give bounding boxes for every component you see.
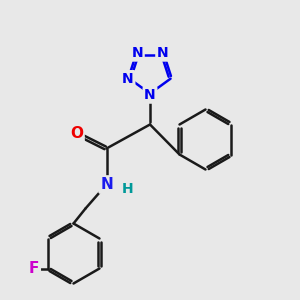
Text: H: H xyxy=(122,182,133,196)
Text: F: F xyxy=(29,261,39,276)
Text: N: N xyxy=(157,46,169,60)
Text: O: O xyxy=(70,126,83,141)
Text: N: N xyxy=(131,46,143,60)
Text: N: N xyxy=(100,177,113,192)
Text: N: N xyxy=(122,72,134,86)
Text: N: N xyxy=(144,88,156,102)
